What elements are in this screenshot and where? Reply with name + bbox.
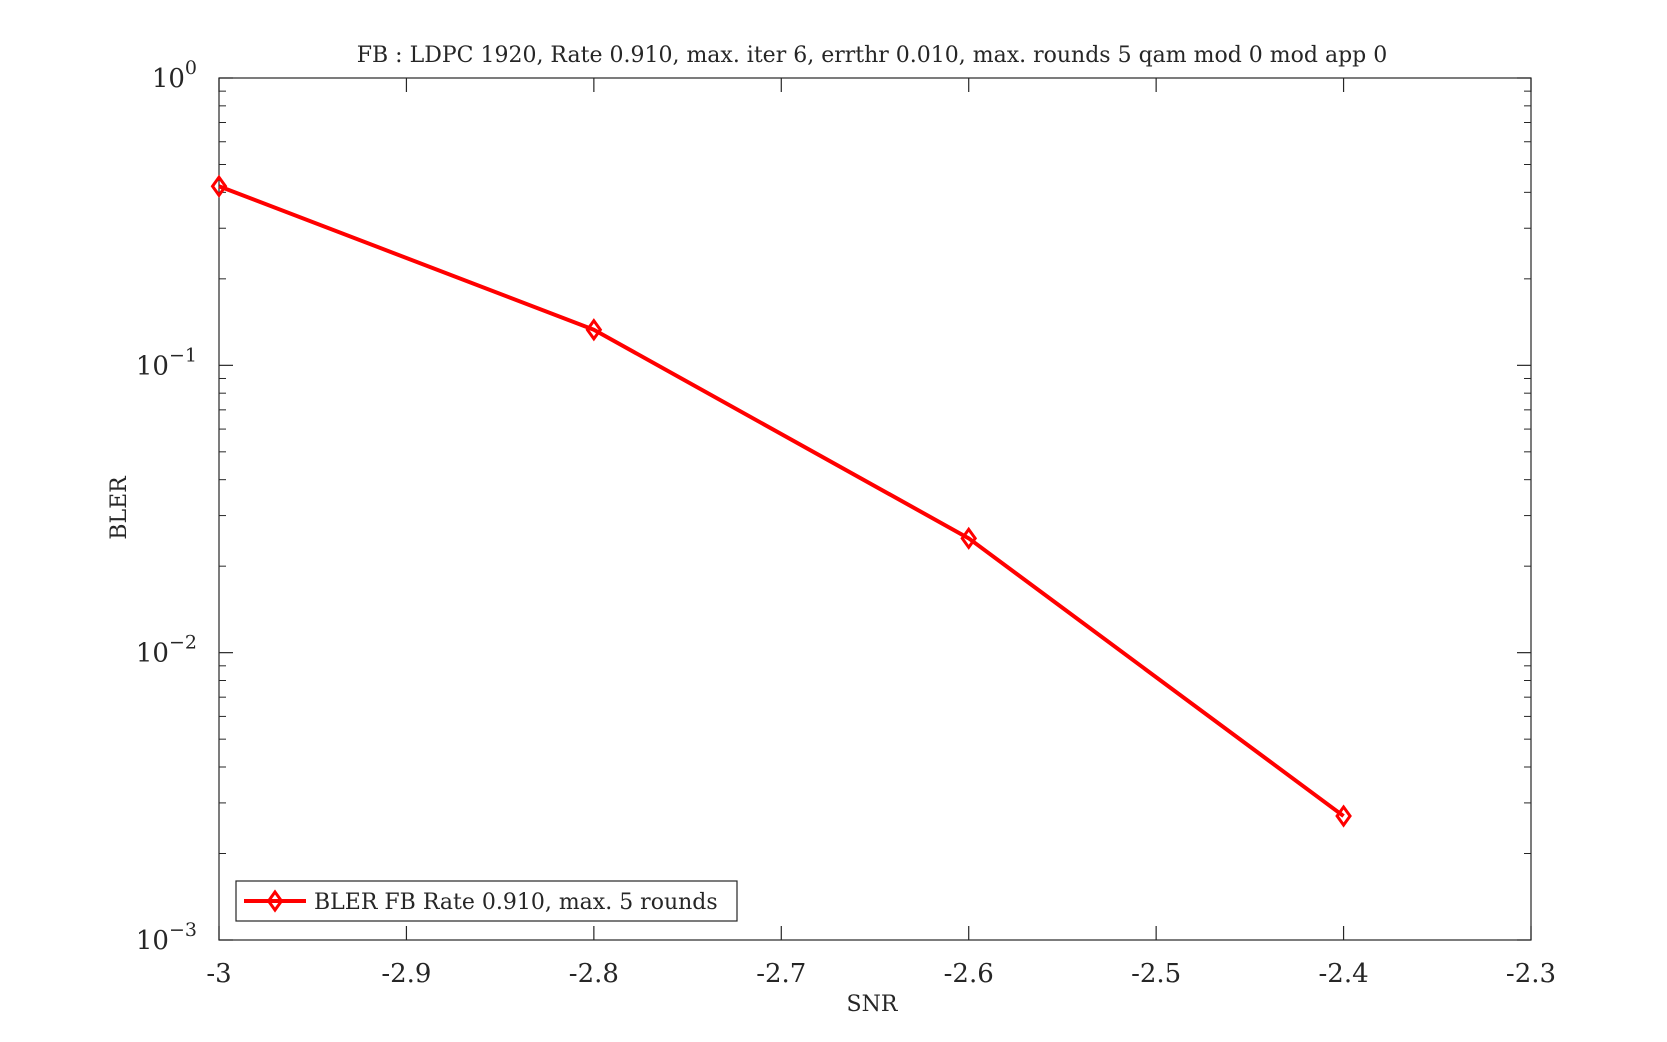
- x-tick-label: -2.8: [569, 959, 619, 989]
- data-point-diamond: [1335, 804, 1352, 828]
- series-line: [218, 184, 1345, 818]
- x-tick-label: -2.4: [1319, 959, 1369, 989]
- legend-box: [235, 880, 738, 922]
- y-axis-label: BLER: [107, 475, 132, 540]
- x-tick-labels: -3 -2.9 -2.8 -2.7 -2.6 -2.5 -2.4 -2.3: [206, 959, 1556, 989]
- x-tick-label: -2.7: [756, 959, 806, 989]
- x-tick-label: -2.6: [944, 959, 994, 989]
- x-tick-label: -3: [206, 959, 231, 989]
- chart-title: FB : LDPC 1920, Rate 0.910, max. iter 6,…: [357, 43, 1388, 68]
- y-tick-label: 10−1: [136, 344, 197, 381]
- legend: BLER FB Rate 0.910, max. 5 rounds: [235, 880, 738, 922]
- x-axis-label: SNR: [847, 992, 899, 1017]
- y-tick-label: 10−2: [136, 632, 197, 669]
- x-tick-label: -2.3: [1506, 959, 1556, 989]
- series-layer: [210, 174, 1352, 828]
- data-point-diamond: [960, 526, 978, 550]
- x-tick-label: -2.9: [381, 959, 431, 989]
- y-tick-label: 10−3: [136, 919, 197, 956]
- y-tick-label: 100: [152, 57, 197, 94]
- y-tick-labels: 100 10−1 10−2 10−3: [136, 57, 197, 956]
- x-tick-label: -2.5: [1131, 959, 1181, 989]
- minor-ticks: [219, 90, 1531, 855]
- legend-marker-diamond: [266, 889, 284, 913]
- data-point-diamond: [210, 174, 228, 198]
- legend-label: BLER FB Rate 0.910, max. 5 rounds: [314, 890, 718, 915]
- plot-frame: [218, 77, 1532, 941]
- data-point-diamond: [585, 318, 603, 342]
